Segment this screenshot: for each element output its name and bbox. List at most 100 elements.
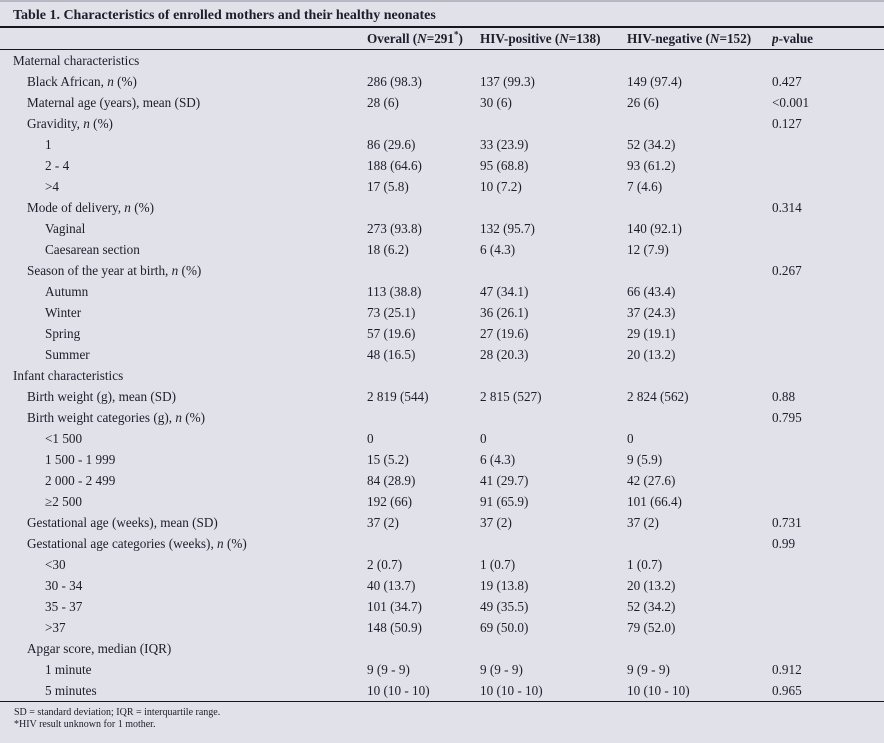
row-label: 30 - 34 <box>45 578 83 593</box>
row-label: >37 <box>45 620 66 635</box>
table-row: Birth weight (g), mean (SD) 2 819 (544) 2 … <box>0 386 884 407</box>
cell-hiv-positive <box>480 50 627 72</box>
table-row: 30 - 34 40 (13.7) 19 (13.8) 20 (13.2) <box>0 575 884 596</box>
cell-p-value <box>772 323 884 344</box>
cell-overall <box>367 113 480 134</box>
cell-hiv-negative <box>627 407 772 428</box>
row-label-header <box>0 28 367 50</box>
cell-p-value: <0.001 <box>772 95 810 110</box>
title-rule <box>0 26 884 28</box>
cell-overall <box>367 533 480 554</box>
table-row: Summer 48 (16.5) 28 (20.3) 20 (13.2) <box>0 344 884 365</box>
cell-hiv-positive: 2 815 (527) <box>480 389 542 404</box>
cell-p-value <box>772 554 884 575</box>
cell-hiv-negative: 93 (61.2) <box>627 158 676 173</box>
cell-overall <box>367 197 480 218</box>
cell-p-value: 0.427 <box>772 74 802 89</box>
row-label: <1 500 <box>45 431 83 446</box>
cell-overall: 28 (6) <box>367 95 399 110</box>
cell-overall: 18 (6.2) <box>367 242 409 257</box>
footnote: SD = standard deviation; IQR = interquar… <box>14 707 221 718</box>
cell-p-value <box>772 155 884 176</box>
row-label: Birth weight categories (g), n (%) <box>27 410 205 425</box>
cell-hiv-negative: 7 (4.6) <box>627 179 663 194</box>
cell-hiv-positive: 41 (29.7) <box>480 473 529 488</box>
cell-p-value <box>772 218 884 239</box>
cell-p-value: 0.795 <box>772 410 802 425</box>
table-row: 1 86 (29.6) 33 (23.9) 52 (34.2) <box>0 134 884 155</box>
cell-hiv-positive: 95 (68.8) <box>480 158 529 173</box>
row-label: 2 - 4 <box>45 158 70 173</box>
cell-overall: 273 (93.8) <box>367 221 422 236</box>
cell-hiv-negative: 20 (13.2) <box>627 578 676 593</box>
cell-hiv-negative: 37 (2) <box>627 515 659 530</box>
cell-hiv-positive: 91 (65.9) <box>480 494 529 509</box>
cell-hiv-positive <box>480 260 627 281</box>
row-label: Caesarean section <box>45 242 140 257</box>
cell-p-value: 0.127 <box>772 116 802 131</box>
cell-overall: 9 (9 - 9) <box>367 662 410 677</box>
cell-hiv-positive: 27 (19.6) <box>480 326 529 341</box>
cell-overall: 101 (34.7) <box>367 599 422 614</box>
row-label: Gestational age (weeks), mean (SD) <box>27 515 218 530</box>
cell-overall <box>367 365 480 386</box>
cell-p-value <box>772 365 884 386</box>
row-label: >4 <box>45 179 60 194</box>
cell-overall: 286 (98.3) <box>367 74 422 89</box>
row-label: Infant characteristics <box>13 368 124 383</box>
cell-overall: 2 (0.7) <box>367 557 403 572</box>
cell-overall: 84 (28.9) <box>367 473 416 488</box>
cell-p-value <box>772 428 884 449</box>
table-row: Maternal characteristics <box>0 50 884 72</box>
table-row: Vaginal 273 (93.8) 132 (95.7) 140 (92.1) <box>0 218 884 239</box>
row-label: Winter <box>45 305 82 320</box>
cell-hiv-positive <box>480 533 627 554</box>
table-row: 35 - 37 101 (34.7) 49 (35.5) 52 (34.2) <box>0 596 884 617</box>
cell-p-value <box>772 575 884 596</box>
cell-hiv-negative: 52 (34.2) <box>627 137 676 152</box>
row-label: Apgar score, median (IQR) <box>27 641 172 656</box>
column-header-overall: Overall (N=291*) <box>367 28 480 50</box>
cell-hiv-positive: 69 (50.0) <box>480 620 529 635</box>
cell-hiv-negative: 29 (19.1) <box>627 326 676 341</box>
cell-overall: 113 (38.8) <box>367 284 422 299</box>
row-label: Mode of delivery, n (%) <box>27 200 154 215</box>
cell-hiv-negative <box>627 365 772 386</box>
row-label: Gestational age categories (weeks), n (%… <box>27 536 247 551</box>
cell-hiv-negative: 66 (43.4) <box>627 284 676 299</box>
table-row: Gravidity, n (%) 0.127 <box>0 113 884 134</box>
cell-overall: 15 (5.2) <box>367 452 409 467</box>
table-row: Autumn 113 (38.8) 47 (34.1) 66 (43.4) <box>0 281 884 302</box>
table-row: >37 148 (50.9) 69 (50.0) 79 (52.0) <box>0 617 884 638</box>
cell-p-value <box>772 344 884 365</box>
cell-overall: 188 (64.6) <box>367 158 422 173</box>
row-label: Gravidity, n (%) <box>27 116 113 131</box>
cell-hiv-negative: 79 (52.0) <box>627 620 676 635</box>
cell-hiv-positive: 0 <box>480 431 487 446</box>
cell-hiv-negative: 9 (9 - 9) <box>627 662 670 677</box>
row-label: Autumn <box>45 284 89 299</box>
cell-p-value: 0.314 <box>772 200 802 215</box>
cell-hiv-positive <box>480 365 627 386</box>
row-label: Maternal age (years), mean (SD) <box>27 95 201 110</box>
table-row: Caesarean section 18 (6.2) 6 (4.3) 12 (7.9) <box>0 239 884 260</box>
cell-overall <box>367 407 480 428</box>
cell-hiv-negative: 26 (6) <box>627 95 659 110</box>
row-label: Birth weight (g), mean (SD) <box>27 389 177 404</box>
table-row: Gestational age (weeks), mean (SD) 37 (2)… <box>0 512 884 533</box>
table-row: Black African, n (%) 286 (98.3) 137 (99.3)… <box>0 71 884 92</box>
table-row: 5 minutes 10 (10 - 10) 10 (10 - 10) 10 (10 … <box>0 680 884 702</box>
row-label: Black African, n (%) <box>27 74 137 89</box>
cell-hiv-negative: 140 (92.1) <box>627 221 682 236</box>
row-label: 1 <box>45 137 52 152</box>
cell-hiv-positive: 49 (35.5) <box>480 599 529 614</box>
cell-hiv-negative: 12 (7.9) <box>627 242 669 257</box>
row-label: Summer <box>45 347 90 362</box>
cell-hiv-positive: 30 (6) <box>480 95 512 110</box>
table-title: Table 1. Characteristics of enrolled mot… <box>13 8 436 23</box>
cell-hiv-negative <box>627 638 772 659</box>
cell-p-value <box>772 302 884 323</box>
cell-hiv-negative: 0 <box>627 431 634 446</box>
row-label: Season of the year at birth, n (%) <box>27 263 202 278</box>
